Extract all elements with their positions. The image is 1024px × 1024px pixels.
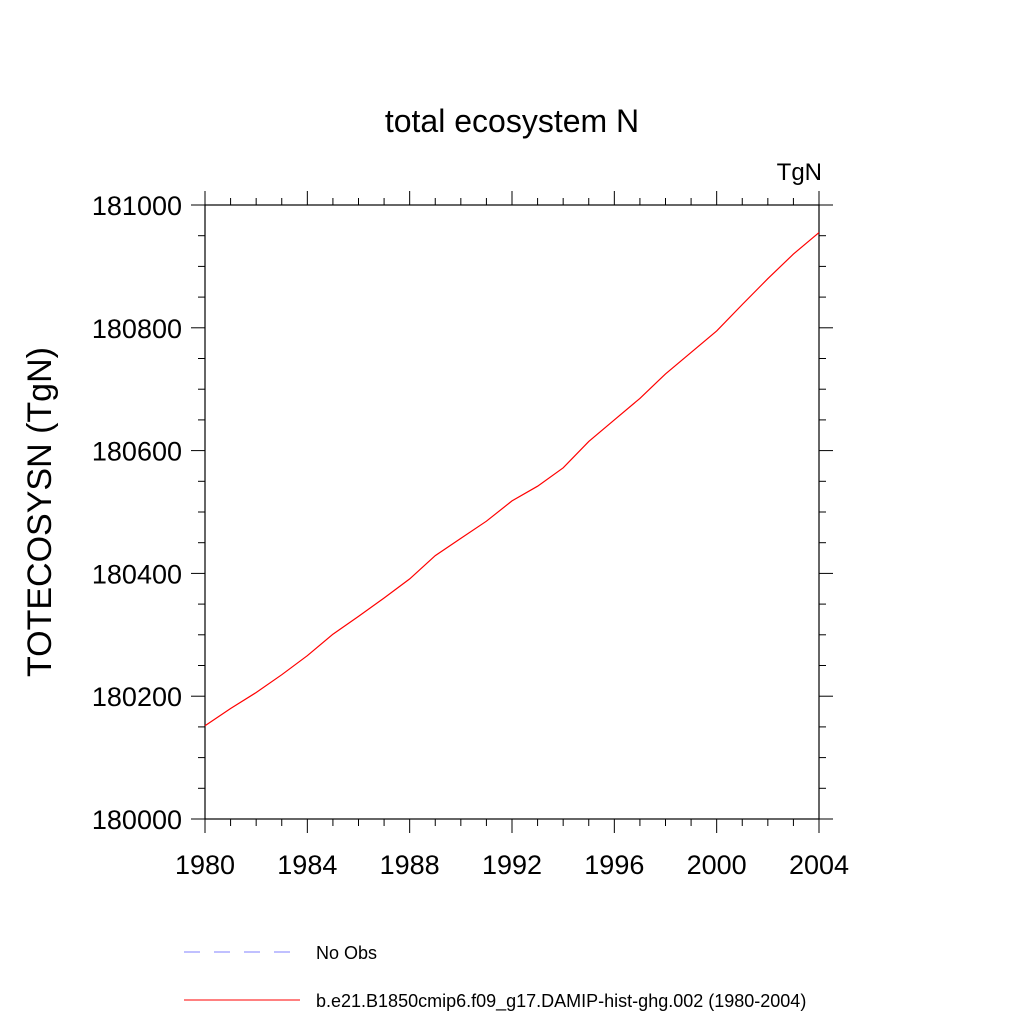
chart-title: total ecosystem N bbox=[385, 103, 639, 139]
y-axis-label: TOTECOSYSN (TgN) bbox=[21, 347, 59, 677]
y-tick-label: 180000 bbox=[92, 805, 182, 835]
x-tick-label: 1984 bbox=[277, 850, 337, 880]
series-line bbox=[204, 232, 820, 727]
legend: No Obs b.e21.B1850cmip6.f09_g17.DAMIP-his… bbox=[184, 943, 806, 1012]
y-tick-label: 180200 bbox=[92, 682, 182, 712]
x-tick-label: 2000 bbox=[687, 850, 747, 880]
y-tick-label: 181000 bbox=[92, 191, 182, 221]
x-tick-label: 1992 bbox=[482, 850, 542, 880]
y-tick-labels: 180000 180200 180400 180600 180800 181000 bbox=[92, 191, 182, 835]
x-tick-label: 1996 bbox=[584, 850, 644, 880]
x-tick-label: 1980 bbox=[175, 850, 235, 880]
y-tick-label: 180800 bbox=[92, 314, 182, 344]
plot-frame bbox=[204, 204, 820, 820]
x-tick-labels: 1980 1984 1988 1992 1996 2000 2004 bbox=[175, 850, 849, 880]
y-tick-label: 180400 bbox=[92, 559, 182, 589]
units-label: TgN bbox=[777, 159, 822, 186]
legend-label: No Obs bbox=[316, 943, 377, 963]
x-tick-label: 1988 bbox=[380, 850, 440, 880]
y-tick-label: 180600 bbox=[92, 437, 182, 467]
axis-ticks bbox=[191, 191, 833, 833]
x-tick-label: 2004 bbox=[789, 850, 849, 880]
series-group bbox=[204, 232, 820, 727]
legend-label: b.e21.B1850cmip6.f09_g17.DAMIP-hist-ghg.… bbox=[316, 991, 806, 1012]
